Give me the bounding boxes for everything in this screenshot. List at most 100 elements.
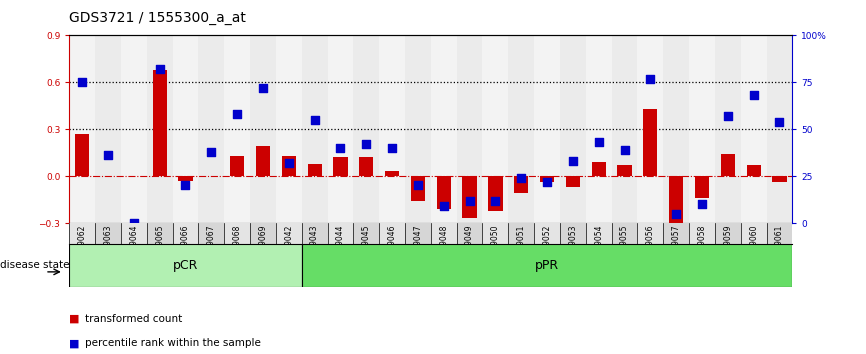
Text: GSM559061: GSM559061: [775, 225, 784, 271]
Bar: [172, 223, 198, 244]
Text: GSM559046: GSM559046: [388, 225, 397, 271]
Text: ■: ■: [69, 338, 80, 348]
Bar: [611, 35, 637, 223]
Bar: [121, 35, 146, 223]
Bar: [540, 176, 554, 182]
Text: GSM559067: GSM559067: [207, 225, 216, 271]
Bar: [379, 223, 405, 244]
Text: GSM559051: GSM559051: [517, 225, 526, 271]
Bar: [95, 223, 121, 244]
Point: [721, 113, 734, 119]
Text: transformed count: transformed count: [85, 314, 182, 324]
Bar: [585, 35, 611, 223]
Bar: [178, 176, 192, 181]
Point: [256, 85, 270, 91]
Text: pPR: pPR: [535, 259, 559, 272]
Bar: [410, 176, 425, 201]
Point: [746, 93, 760, 98]
Point: [385, 145, 399, 151]
Point: [281, 160, 295, 166]
Bar: [508, 35, 534, 223]
Point: [669, 211, 683, 217]
Bar: [689, 35, 715, 223]
Text: GSM559056: GSM559056: [646, 225, 655, 271]
Point: [462, 198, 476, 203]
Text: GSM559057: GSM559057: [672, 225, 681, 271]
Text: GDS3721 / 1555300_a_at: GDS3721 / 1555300_a_at: [69, 11, 246, 25]
Bar: [534, 35, 560, 223]
Bar: [534, 223, 560, 244]
Bar: [327, 223, 353, 244]
Bar: [637, 223, 663, 244]
Point: [307, 117, 321, 123]
Text: disease state: disease state: [0, 261, 69, 270]
Bar: [514, 176, 528, 193]
Bar: [276, 35, 301, 223]
Bar: [565, 176, 580, 187]
Bar: [250, 35, 276, 223]
Bar: [301, 223, 327, 244]
Bar: [772, 176, 786, 182]
Point: [411, 183, 425, 188]
Bar: [431, 223, 456, 244]
Bar: [715, 223, 740, 244]
Text: GSM559060: GSM559060: [749, 225, 758, 271]
Text: GSM559068: GSM559068: [233, 225, 242, 271]
Text: GSM559047: GSM559047: [413, 225, 423, 271]
Bar: [307, 164, 322, 176]
Bar: [230, 156, 244, 176]
Point: [540, 179, 554, 184]
Bar: [359, 157, 373, 176]
Point: [359, 141, 373, 147]
Bar: [255, 147, 270, 176]
Bar: [301, 244, 792, 287]
Bar: [689, 223, 715, 244]
Point: [643, 76, 657, 81]
Bar: [669, 176, 683, 226]
Bar: [276, 223, 301, 244]
Bar: [436, 176, 451, 209]
Bar: [740, 35, 766, 223]
Point: [436, 203, 450, 209]
Bar: [611, 223, 637, 244]
Bar: [385, 171, 399, 176]
Bar: [224, 35, 250, 223]
Bar: [281, 156, 296, 176]
Bar: [146, 35, 172, 223]
Bar: [721, 154, 735, 176]
Point: [591, 139, 605, 145]
Bar: [643, 109, 657, 176]
Text: GSM559050: GSM559050: [491, 225, 500, 271]
Bar: [462, 176, 476, 218]
Bar: [663, 223, 689, 244]
Text: GSM559044: GSM559044: [336, 225, 345, 271]
Bar: [301, 35, 327, 223]
Bar: [663, 35, 689, 223]
Text: ■: ■: [69, 314, 80, 324]
Bar: [637, 35, 663, 223]
Point: [152, 66, 166, 72]
Text: GSM559052: GSM559052: [543, 225, 552, 271]
Text: GSM559054: GSM559054: [594, 225, 604, 271]
Bar: [198, 223, 224, 244]
Bar: [69, 35, 95, 223]
Bar: [766, 223, 792, 244]
Bar: [431, 35, 456, 223]
Bar: [172, 35, 198, 223]
Bar: [740, 223, 766, 244]
Point: [772, 119, 786, 125]
Text: GSM559043: GSM559043: [310, 225, 319, 271]
Point: [333, 145, 347, 151]
Point: [566, 158, 580, 164]
Bar: [333, 157, 347, 176]
Bar: [379, 35, 405, 223]
Text: GSM559042: GSM559042: [284, 225, 294, 271]
Bar: [327, 35, 353, 223]
Text: GSM559065: GSM559065: [155, 225, 165, 271]
Text: GSM559055: GSM559055: [620, 225, 629, 271]
Bar: [508, 223, 534, 244]
Point: [695, 201, 709, 207]
Bar: [69, 223, 95, 244]
Bar: [715, 35, 740, 223]
Bar: [69, 244, 301, 287]
